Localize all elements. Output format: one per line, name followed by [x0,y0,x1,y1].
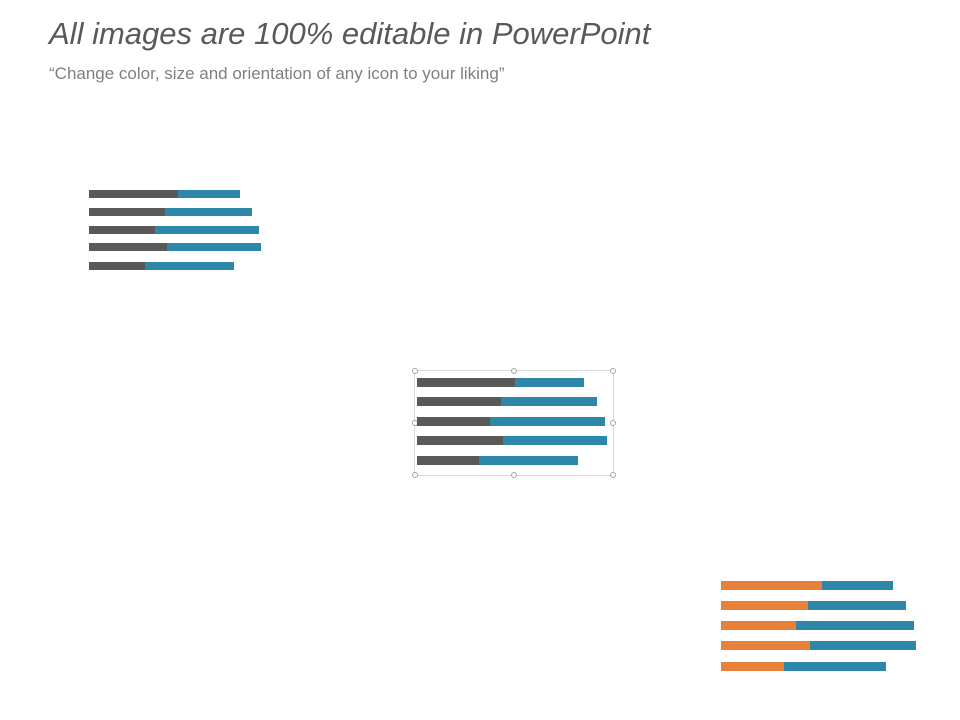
bar-segment-left [89,190,178,198]
slide-title: All images are 100% editable in PowerPoi… [49,16,651,51]
bar-segment-right [822,581,893,590]
bar-segment-left [417,436,503,445]
resize-handle[interactable] [412,368,418,374]
bar-segment-right [796,621,914,630]
bar-segment-left [417,397,501,406]
bar-segment-left [417,417,490,426]
slide-subtitle: “Change color, size and orientation of a… [49,64,505,83]
bar-segment-right [490,417,605,426]
bar-segment-left [721,601,808,610]
bar-segment-right [810,641,916,650]
resize-handle[interactable] [511,472,517,478]
bar-segment-left [721,621,796,630]
bar-segment-left [721,581,822,590]
bar-segment-left [89,208,165,216]
bar-segment-right [165,208,252,216]
resize-handle[interactable] [610,420,616,426]
bar-segment-right [155,226,259,234]
bar-segment-left [89,262,145,270]
bar-segment-right [178,190,240,198]
bar-segment-right [479,456,578,465]
bar-segment-left [721,662,784,671]
bar-segment-left [417,456,479,465]
bar-segment-right [515,378,584,387]
bar-segment-right [501,397,597,406]
resize-handle[interactable] [511,368,517,374]
bar-segment-right [784,662,886,671]
bar-segment-right [145,262,234,270]
bar-segment-left [89,226,155,234]
bar-segment-left [89,243,167,251]
resize-handle[interactable] [610,472,616,478]
resize-handle[interactable] [610,368,616,374]
bar-segment-right [808,601,906,610]
bar-segment-right [167,243,261,251]
bar-segment-left [721,641,810,650]
bar-segment-left [417,378,515,387]
bar-segment-right [503,436,607,445]
resize-handle[interactable] [412,472,418,478]
